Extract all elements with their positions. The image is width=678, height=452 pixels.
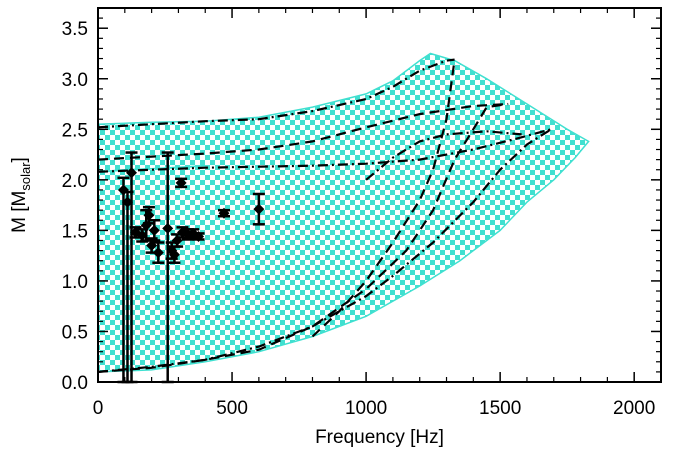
y-axis-title-subscript: solar [18,162,33,191]
data-point [252,192,265,226]
curve-layer [98,58,552,373]
y-tick-label: 1.5 [62,221,88,242]
point-marker [162,222,174,234]
y-tick-label: 3.5 [62,19,88,40]
y-tick-label: 2.5 [62,120,88,141]
y-tick-label: 0.5 [62,322,88,343]
point-marker [143,209,155,221]
point-marker [148,224,160,236]
region-checkered-cyan [98,52,590,373]
data-point [175,177,188,189]
point-marker [117,184,129,196]
point-marker [126,167,138,179]
y-axis-title-close: ] [9,157,30,162]
y-tick-label: 0.0 [62,373,88,394]
x-tick-label: 1000 [345,398,387,419]
x-tick-label: 1500 [479,398,521,419]
x-tick-label: 2000 [613,398,655,419]
point-marker [175,177,187,189]
curve-dashdot-2 [98,128,552,173]
x-tick-label: 0 [93,398,104,419]
curve-dashdot-6 [365,130,522,181]
curve-dashdot-0 [98,58,455,129]
point-marker [136,229,148,241]
y-tick-label: 1.0 [62,272,88,293]
y-tick-label: 3.0 [62,70,88,91]
y-tick-label: 2.0 [62,171,88,192]
point-marker [152,247,164,259]
y-axis-title: M [Msolar] [9,157,33,233]
data-point [148,219,161,242]
point-marker [218,207,230,219]
curve-dash-1 [98,102,509,161]
curve-dash-5 [311,59,456,338]
y-axis-ticks: 0.0 0.5 1.0 1.5 2.0 2.5 3.0 3.5 [62,17,661,394]
data-point [218,207,231,219]
curve-dash-3 [98,102,509,373]
data-point [152,241,165,264]
region-layer [98,52,590,373]
data-point [192,230,205,242]
point-marker [193,230,205,242]
data-points-layer [117,151,265,384]
point-marker [253,203,265,215]
x-axis-ticks: 0 500 1000 1500 2000 [93,8,655,419]
x-tick-label: 500 [216,398,248,419]
plot-frame [97,7,662,383]
point-marker [121,196,133,208]
point-marker [168,249,180,261]
x-axis-title: Frequency [Hz] [315,427,444,448]
